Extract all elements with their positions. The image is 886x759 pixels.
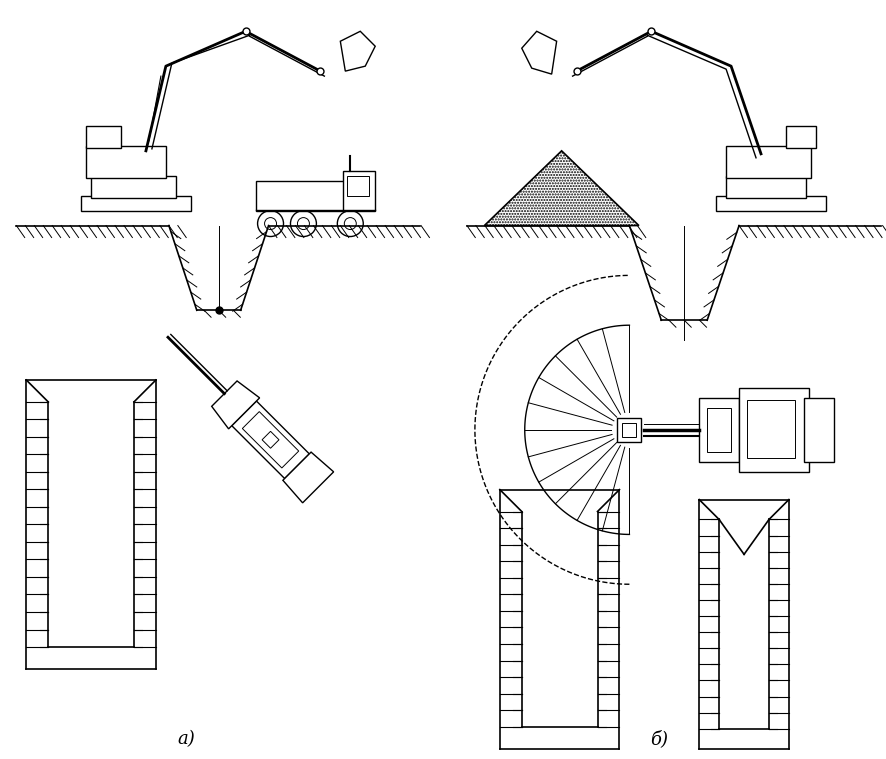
FancyBboxPatch shape bbox=[803, 398, 833, 461]
Circle shape bbox=[264, 218, 276, 229]
Circle shape bbox=[297, 218, 309, 229]
FancyBboxPatch shape bbox=[726, 176, 805, 197]
FancyBboxPatch shape bbox=[622, 423, 635, 436]
Polygon shape bbox=[261, 431, 279, 449]
Text: а): а) bbox=[176, 729, 194, 748]
FancyBboxPatch shape bbox=[255, 181, 345, 210]
Polygon shape bbox=[212, 381, 260, 429]
FancyBboxPatch shape bbox=[738, 388, 808, 471]
FancyBboxPatch shape bbox=[91, 176, 175, 197]
FancyBboxPatch shape bbox=[746, 400, 794, 458]
FancyBboxPatch shape bbox=[343, 171, 375, 210]
Circle shape bbox=[290, 210, 316, 237]
FancyBboxPatch shape bbox=[706, 408, 730, 452]
Circle shape bbox=[337, 210, 363, 237]
FancyBboxPatch shape bbox=[715, 196, 825, 210]
Polygon shape bbox=[340, 31, 375, 71]
Polygon shape bbox=[521, 31, 556, 74]
Text: б): б) bbox=[649, 729, 667, 748]
FancyBboxPatch shape bbox=[785, 126, 815, 148]
Circle shape bbox=[344, 218, 356, 229]
Polygon shape bbox=[283, 452, 333, 502]
Polygon shape bbox=[231, 401, 309, 478]
FancyBboxPatch shape bbox=[81, 196, 190, 210]
FancyBboxPatch shape bbox=[347, 176, 369, 196]
FancyBboxPatch shape bbox=[698, 398, 738, 461]
Circle shape bbox=[257, 210, 284, 237]
Polygon shape bbox=[242, 411, 299, 468]
FancyBboxPatch shape bbox=[726, 146, 810, 178]
FancyBboxPatch shape bbox=[86, 146, 166, 178]
FancyBboxPatch shape bbox=[617, 418, 641, 442]
FancyBboxPatch shape bbox=[86, 126, 120, 148]
